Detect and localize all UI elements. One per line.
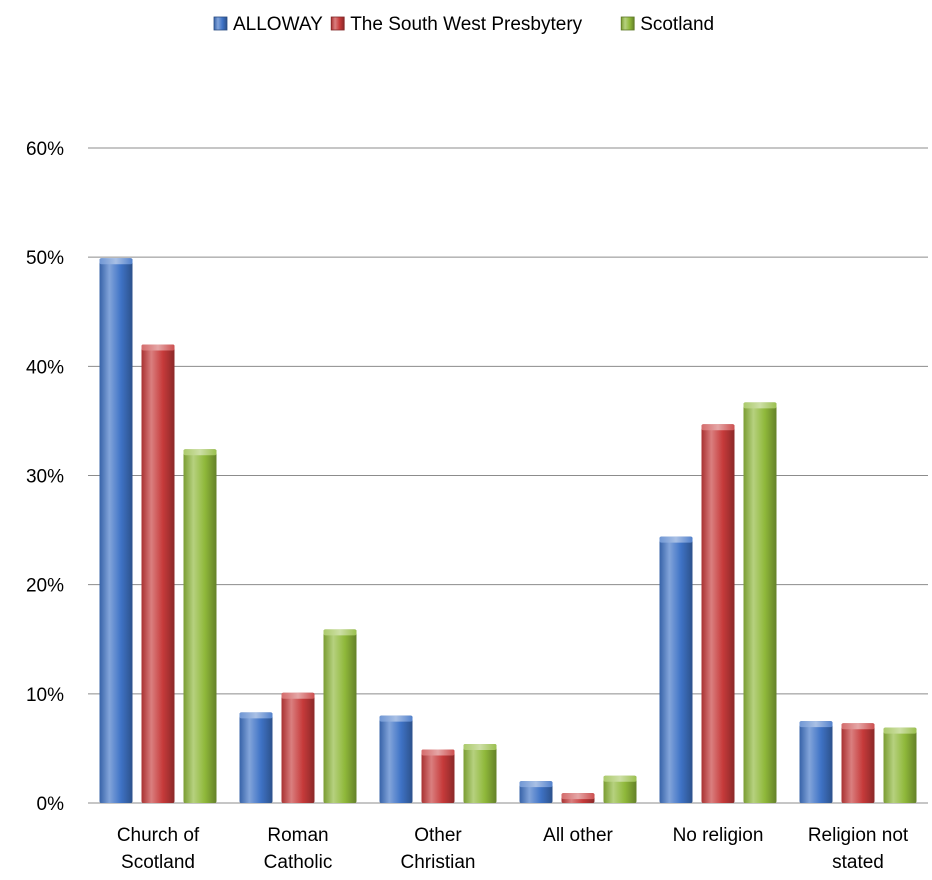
bar-cap bbox=[183, 449, 217, 456]
bar-cap bbox=[239, 712, 273, 719]
bar-cap bbox=[379, 715, 413, 722]
bar-cap bbox=[463, 744, 497, 751]
bar-scotland bbox=[323, 629, 357, 803]
bar-scotland bbox=[603, 775, 637, 803]
legend-swatch bbox=[620, 16, 635, 31]
bar-alloway bbox=[379, 715, 413, 803]
bar-cap bbox=[841, 723, 875, 730]
y-tick-label: 60% bbox=[26, 139, 64, 160]
legend-swatch bbox=[213, 16, 228, 31]
bar-alloway bbox=[659, 536, 693, 803]
bar-cap bbox=[561, 793, 595, 800]
x-axis: Church of Scotland Roman Catholic Other Chris… bbox=[117, 825, 909, 873]
bar-cap bbox=[323, 629, 357, 636]
bar-alloway bbox=[799, 721, 833, 803]
bar-cap bbox=[141, 344, 175, 351]
bar-cap bbox=[883, 727, 917, 734]
legend-item: ALLOWAY bbox=[213, 14, 323, 35]
legend-label: Scotland bbox=[640, 14, 714, 35]
bar-the-south-west-presbytery bbox=[281, 692, 315, 803]
y-tick-label: 50% bbox=[26, 248, 64, 269]
bar-alloway bbox=[99, 258, 133, 804]
bar-scotland bbox=[463, 744, 497, 803]
bar-alloway bbox=[239, 712, 273, 803]
bar-cap bbox=[281, 692, 315, 699]
bars bbox=[99, 258, 917, 804]
bar-cap bbox=[421, 749, 455, 756]
y-tick-label: 10% bbox=[26, 685, 64, 706]
bar-the-south-west-presbytery bbox=[421, 749, 455, 803]
bar-cap bbox=[603, 775, 637, 782]
x-tick-label: All other bbox=[543, 825, 613, 846]
bar-scotland bbox=[183, 449, 217, 803]
y-tick-label: 40% bbox=[26, 357, 64, 378]
legend-item: Scotland bbox=[620, 14, 714, 35]
legend-swatch bbox=[330, 16, 345, 31]
bar-the-south-west-presbytery bbox=[701, 424, 735, 803]
y-axis: 0% 10% 20% 30% 40% 50% 60% bbox=[26, 139, 64, 815]
bar-the-south-west-presbytery bbox=[141, 344, 175, 803]
bar-cap bbox=[659, 536, 693, 543]
legend-item: The South West Presbytery bbox=[330, 14, 583, 35]
x-tick-label: Other Christian bbox=[401, 825, 476, 873]
bar-the-south-west-presbytery bbox=[841, 723, 875, 803]
y-tick-label: 20% bbox=[26, 576, 64, 597]
legend: ALLOWAY The South West Presbytery Scotland bbox=[213, 14, 714, 35]
bar-scotland bbox=[883, 727, 917, 803]
bar-cap bbox=[799, 721, 833, 728]
bar-cap bbox=[701, 424, 735, 431]
x-tick-label: Roman Catholic bbox=[264, 825, 333, 873]
legend-label: ALLOWAY bbox=[233, 14, 323, 35]
bar-cap bbox=[743, 402, 777, 409]
bar-scotland bbox=[743, 402, 777, 803]
bar-cap bbox=[519, 781, 553, 788]
gridlines bbox=[88, 147, 928, 804]
x-tick-label: No religion bbox=[673, 825, 764, 846]
legend-label: The South West Presbytery bbox=[350, 14, 582, 35]
x-tick-label: Religion not stated bbox=[808, 825, 909, 873]
y-tick-label: 0% bbox=[37, 794, 65, 815]
x-tick-label: Church of Scotland bbox=[117, 825, 200, 873]
y-tick-label: 30% bbox=[26, 467, 64, 488]
bar-cap bbox=[99, 258, 133, 265]
